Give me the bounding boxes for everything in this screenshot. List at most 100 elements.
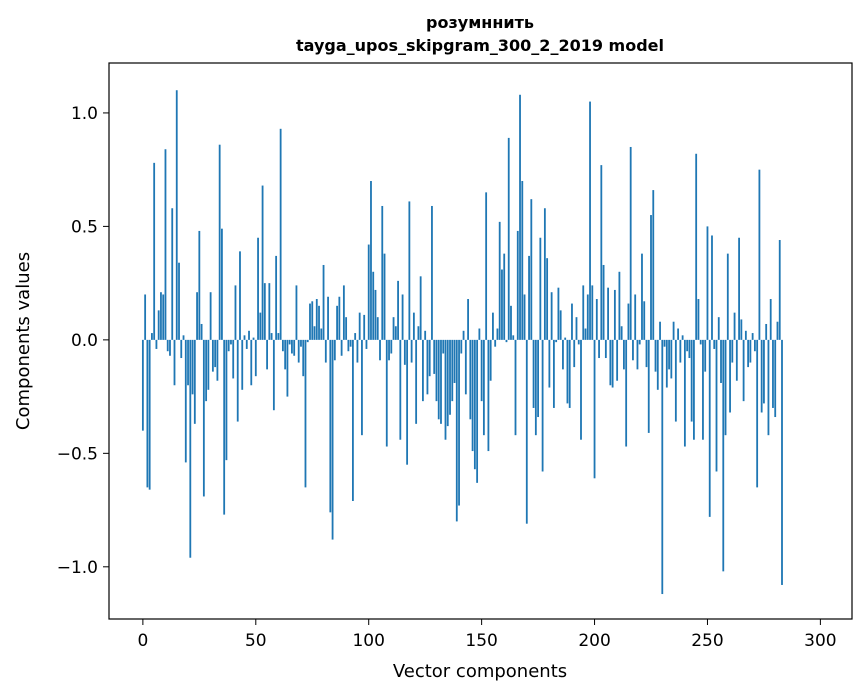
bar-component-55: [266, 339, 268, 370]
bar-component-170: [525, 339, 528, 524]
bar-component-147: [473, 339, 476, 470]
bar-component-66: [291, 339, 293, 354]
plot-frame: [108, 62, 853, 620]
bar-component-153: [487, 339, 490, 452]
bar-component-17: [180, 339, 183, 359]
bar-component-168: [521, 181, 524, 340]
bar-component-209: [613, 289, 616, 340]
bar-component-156: [494, 339, 497, 347]
bar-component-160: [503, 253, 506, 340]
bar-component-197: [586, 294, 589, 340]
bar-component-6: [155, 339, 158, 349]
bar-component-248: [702, 339, 704, 440]
bar-component-231: [663, 339, 666, 347]
bar-component-67: [293, 339, 296, 356]
bar-component-159: [501, 269, 503, 340]
bar-component-94: [354, 333, 357, 340]
bar-component-29: [207, 339, 210, 390]
bar-component-205: [604, 339, 607, 359]
bar-component-194: [580, 339, 582, 440]
bar-component-44: [241, 339, 244, 390]
bar-component-130: [435, 339, 438, 402]
bar-component-164: [512, 335, 515, 340]
bar-component-40: [232, 339, 235, 379]
bar-component-220: [638, 339, 641, 345]
bar-component-276: [765, 323, 768, 340]
bar-component-228: [656, 339, 659, 390]
bar-component-270: [751, 333, 754, 340]
bar-component-7: [157, 310, 160, 340]
bar-component-190: [571, 303, 573, 340]
y-tick-label: 0.5: [71, 217, 98, 237]
bar-component-18: [182, 335, 185, 340]
bar-component-49: [252, 337, 255, 340]
bar-component-150: [480, 339, 483, 402]
bar-component-3: [148, 339, 151, 490]
bar-component-38: [227, 339, 230, 352]
bar-component-39: [230, 339, 232, 345]
bar-component-177: [541, 339, 544, 472]
y-tick-label: 0.0: [71, 331, 98, 351]
bar-component-23: [193, 339, 196, 424]
bar-component-69: [297, 339, 300, 363]
bar-component-246: [697, 299, 700, 340]
bar-component-50: [254, 339, 257, 377]
bar-component-275: [763, 339, 765, 404]
x-tick-label: 150: [465, 631, 497, 651]
bar-component-109: [388, 339, 390, 361]
bar-component-236: [674, 339, 677, 422]
bar-component-175: [537, 339, 539, 418]
bar-component-9: [162, 294, 165, 340]
bar-component-93: [352, 339, 354, 501]
bar-component-108: [385, 339, 388, 447]
bar-component-192: [575, 317, 578, 340]
bar-component-221: [641, 253, 643, 340]
bar-component-74: [309, 303, 311, 340]
bar-component-31: [211, 339, 214, 372]
bar-component-59: [275, 255, 278, 340]
bar-component-112: [394, 326, 397, 340]
bar-component-78: [318, 305, 320, 340]
bar-component-232: [665, 339, 668, 388]
bar-component-35: [221, 228, 223, 340]
bar-component-255: [717, 317, 720, 340]
bar-component-172: [530, 199, 533, 340]
bar-component-230: [661, 339, 664, 595]
bar-component-251: [708, 339, 711, 517]
bar-component-70: [300, 339, 302, 347]
bar-component-41: [234, 285, 237, 340]
bar-component-89: [342, 285, 345, 340]
bar-component-191: [573, 339, 576, 368]
bar-component-203: [600, 165, 603, 340]
x-tick-label: 0: [137, 631, 148, 651]
bar-component-141: [460, 339, 463, 354]
bar-component-88: [340, 339, 343, 356]
bar-component-97: [361, 339, 363, 436]
bar-component-43: [239, 251, 241, 340]
y-tick-label: 1.0: [71, 104, 98, 124]
bar-component-182: [552, 339, 555, 408]
bar-component-161: [505, 339, 508, 343]
bar-component-253: [713, 339, 716, 349]
x-axis-label: Vector components: [393, 661, 567, 682]
x-tick-label: 50: [245, 631, 267, 651]
bar-component-200: [593, 339, 596, 479]
bar-component-238: [679, 339, 682, 363]
bar-component-249: [704, 339, 707, 372]
bar-component-265: [740, 319, 743, 340]
bar-component-128: [431, 205, 433, 340]
bar-component-157: [496, 328, 499, 340]
bar-component-91: [347, 339, 350, 352]
bar-component-222: [643, 301, 646, 340]
bar-component-271: [753, 339, 756, 352]
bar-component-259: [726, 253, 729, 340]
bar-component-101: [370, 181, 372, 340]
bar-component-36: [223, 339, 226, 515]
bar-component-261: [731, 339, 734, 363]
bar-component-155: [492, 312, 494, 340]
bar-component-206: [607, 287, 609, 340]
bar-component-279: [772, 339, 774, 408]
bar-component-135: [446, 339, 449, 427]
bar-component-244: [693, 339, 695, 440]
